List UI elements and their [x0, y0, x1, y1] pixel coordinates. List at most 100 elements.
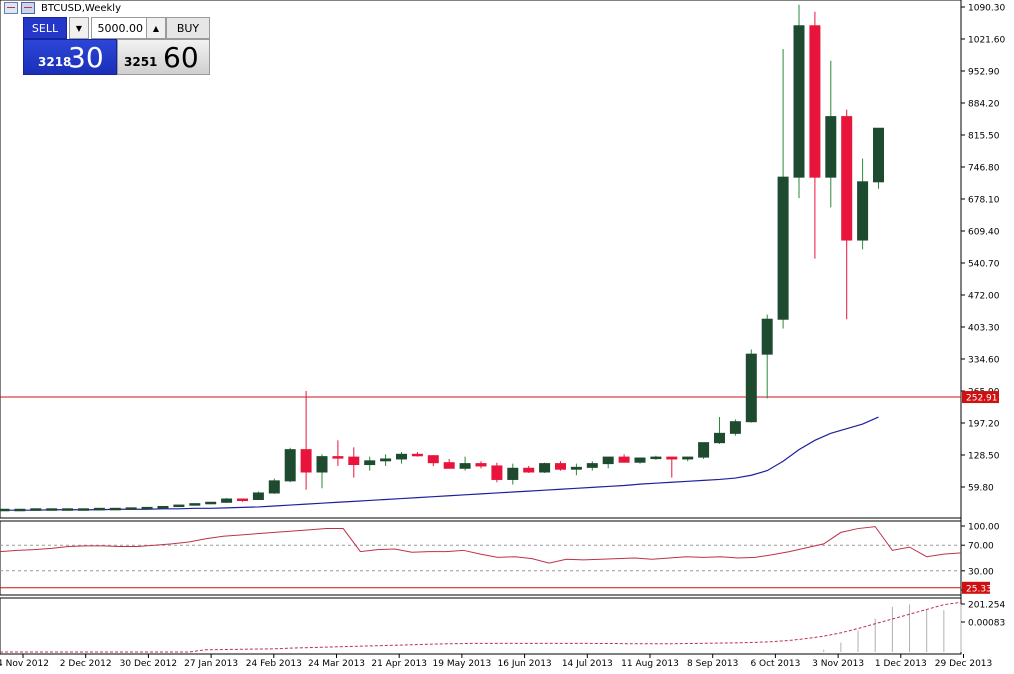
candle-body	[491, 465, 503, 480]
candle-body	[777, 176, 789, 320]
candle	[268, 478, 280, 494]
candle	[682, 456, 694, 462]
candle	[745, 349, 757, 423]
candle-body	[93, 507, 105, 511]
candle-body	[411, 453, 423, 457]
candle	[459, 456, 471, 471]
candle-body	[364, 460, 376, 466]
candle	[348, 447, 360, 478]
ask-price-box[interactable]: 3251 60	[117, 39, 210, 75]
price-level-label-box	[962, 391, 999, 404]
bid-price-prefix: 3218	[38, 55, 72, 69]
candle	[491, 462, 503, 483]
bid-price-box[interactable]: 3218 30	[23, 39, 117, 75]
candle	[809, 11, 821, 259]
sell-button[interactable]: SELL	[23, 17, 67, 39]
candle-body	[634, 457, 646, 463]
date-tick-label: 27 Jan 2013	[184, 659, 238, 669]
candle	[189, 503, 201, 506]
price-tick-label: 609.40	[968, 228, 1000, 238]
price-tick-label: 59.80	[968, 484, 994, 494]
candle-body	[0, 508, 10, 512]
candle-body	[586, 463, 598, 468]
lot-increase-button[interactable]: ▲	[146, 17, 166, 39]
buy-button[interactable]: BUY	[166, 17, 210, 39]
candle	[78, 508, 89, 511]
candle	[125, 507, 137, 510]
price-tick-label: 197.20	[968, 420, 1000, 430]
candle-body	[523, 467, 535, 473]
lot-size-field[interactable]: 5000.00	[91, 17, 147, 39]
candle	[539, 462, 551, 473]
date-tick-label: 6 Oct 2013	[750, 659, 800, 669]
rsi-series	[0, 526, 962, 589]
candle-body	[14, 508, 26, 512]
candle	[634, 457, 646, 464]
candle	[570, 463, 582, 476]
candle-body	[602, 456, 614, 465]
candle	[602, 456, 614, 469]
one-click-trading-panel: SELL ▼ 5000.00 ▲ BUY 3218 30 3251 60	[23, 17, 210, 75]
price-tick-label: 128.50	[968, 452, 1000, 462]
candle	[205, 501, 217, 505]
candle	[714, 417, 725, 445]
triangle-up-icon: ▲	[152, 23, 160, 33]
price-tick-label: 746.80	[968, 164, 1000, 174]
candle-body	[380, 458, 392, 462]
date-tick-label: 29 Dec 2013	[935, 659, 993, 669]
date-tick-label: 8 Sep 2013	[687, 659, 738, 669]
candle-body	[157, 505, 169, 509]
lot-decrease-button[interactable]: ▼	[69, 17, 89, 39]
candle-body	[316, 456, 328, 473]
candle-body	[682, 456, 694, 460]
candle	[857, 158, 869, 250]
candle-body	[78, 508, 89, 511]
candle	[873, 127, 884, 189]
candle	[618, 454, 630, 463]
candle-body	[618, 456, 630, 463]
candle-body	[30, 508, 42, 511]
rsi-pane[interactable]	[0, 520, 962, 596]
date-tick-label: 14 Jul 2013	[562, 659, 613, 669]
candle	[761, 314, 773, 399]
vol-tick-label: 201.254	[968, 601, 1005, 611]
candle	[555, 461, 566, 471]
candle-body	[268, 480, 280, 494]
candle	[698, 442, 710, 459]
candle	[252, 491, 264, 500]
candle	[300, 390, 312, 490]
price-tick-label: 540.70	[968, 260, 1000, 270]
candle-body	[873, 127, 884, 183]
date-tick-label: 11 Aug 2013	[621, 659, 679, 669]
candle-body	[698, 442, 710, 458]
candle-body	[825, 116, 837, 178]
volatility-series	[0, 601, 962, 653]
date-tick-label: 21 Apr 2013	[371, 659, 427, 669]
candle	[523, 465, 535, 473]
candle-body	[173, 504, 185, 508]
volatility-pane[interactable]	[0, 597, 962, 655]
rsi-path	[0, 526, 962, 564]
candle-body	[809, 25, 821, 178]
candle	[62, 508, 74, 511]
candle-body	[841, 116, 853, 241]
price-axis: 1090.30 1021.60 952.90 884.20 815.50 746.80 67…	[961, 4, 1005, 629]
candle-body	[205, 501, 217, 505]
candle	[237, 498, 248, 502]
candle-body	[729, 421, 741, 434]
candle	[173, 504, 185, 508]
rsi-level-label: 25.33	[966, 584, 992, 594]
date-tick-label: 19 May 2013	[433, 659, 492, 669]
candle	[411, 451, 423, 457]
candlestick-series	[0, 4, 884, 512]
candle-body	[109, 507, 121, 511]
candle	[221, 498, 233, 503]
triangle-down-icon: ▼	[75, 23, 83, 33]
date-tick-label: 3 Nov 2013	[812, 659, 864, 669]
candle-body	[507, 467, 519, 480]
rsi-tick-label: 70.00	[968, 542, 994, 552]
price-tick-label: 472.00	[968, 292, 1000, 302]
price-level-label: 252.91	[966, 394, 998, 404]
candle-body	[348, 456, 360, 466]
